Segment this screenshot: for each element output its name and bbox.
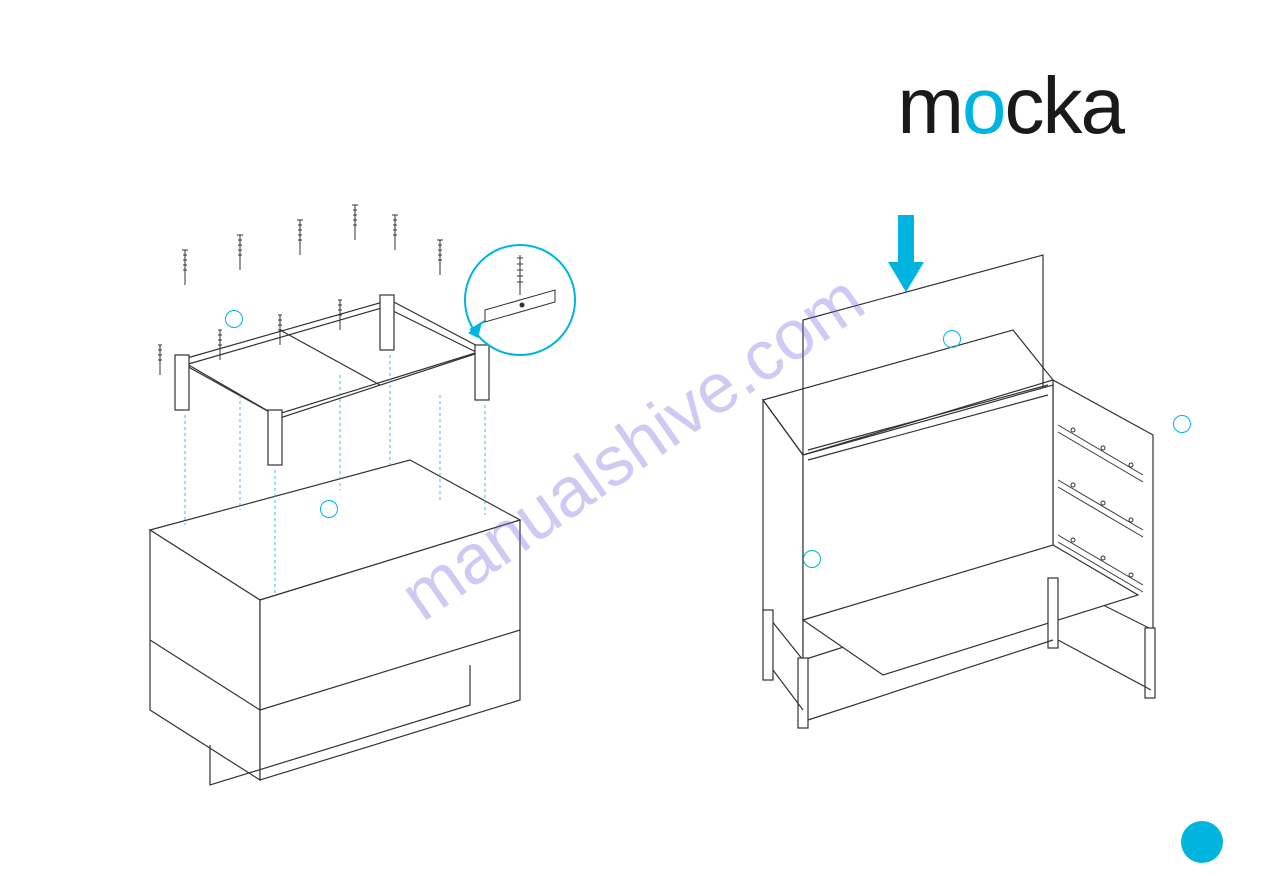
page-indicator-dot: [1181, 821, 1223, 863]
assembly-step-left: [90, 200, 590, 800]
logo-part-m: m: [897, 61, 962, 150]
callout-marker: [1173, 415, 1191, 433]
zoom-inset: [465, 245, 575, 355]
logo-part-cka: cka: [1005, 61, 1124, 150]
callout-marker: [225, 310, 243, 328]
callout-marker: [320, 500, 338, 518]
callout-marker: [803, 550, 821, 568]
assembly-step-right: [683, 200, 1203, 750]
down-arrow-icon: [888, 215, 924, 292]
callout-marker: [943, 330, 961, 348]
logo-part-o: o: [962, 61, 1005, 150]
brand-logo: mocka: [897, 60, 1123, 152]
assembly-svg-right: [683, 200, 1203, 750]
assembly-svg-left: [90, 200, 590, 800]
